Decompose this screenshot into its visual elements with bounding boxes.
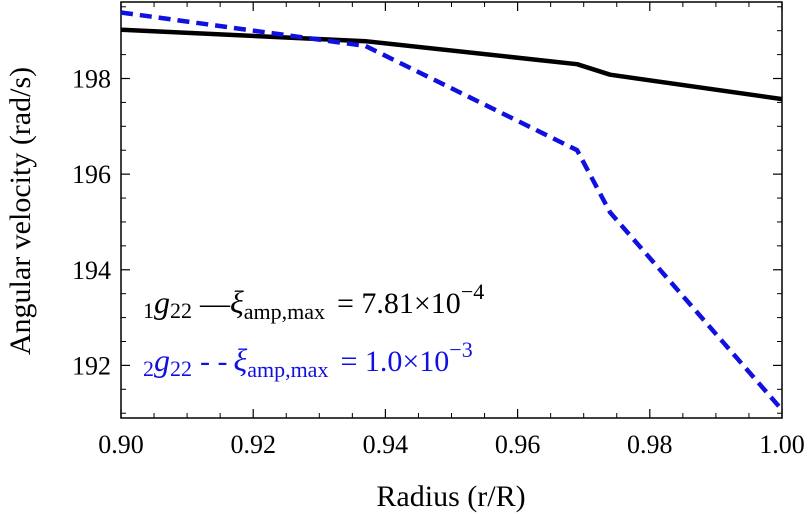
x-tick-label: 1.00 [759,430,805,459]
x-tick-label: 0.96 [495,430,541,459]
series-line-2 [120,10,784,412]
axis-ticks: 0.90 0.92 0.94 0.96 0.98 1.00 192 194 196 198 [72,2,805,459]
y-tick-label: 194 [72,256,111,285]
x-tick-label: 0.94 [363,430,409,459]
data-series [120,10,784,412]
y-tick-label: 192 [72,351,111,380]
x-axis-label: Radius (r/R) [376,480,525,513]
series-line-1 [120,27,783,102]
x-tick-label: 0.90 [98,430,144,459]
y-tick-label: 198 [72,65,111,94]
legend-entry-1: 1g22 —ξamp,max = 7.81×10−4 [143,279,484,324]
x-tick-label: 0.98 [627,430,673,459]
legend-entry-2: 2g22- - ξamp,max = 1.0×10−3 [143,337,473,382]
y-tick-label: 196 [72,160,111,189]
x-tick-label: 0.92 [230,430,276,459]
y-axis-label: Angular velocity (rad/s) [4,67,37,355]
